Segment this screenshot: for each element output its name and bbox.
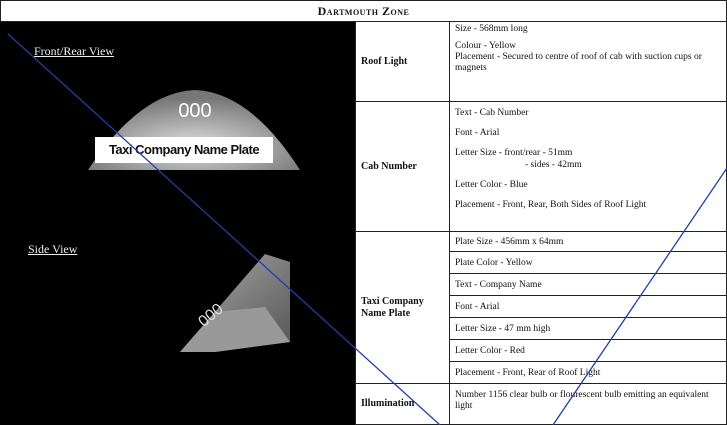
row-label: Cab Number <box>355 102 450 232</box>
row-label: Taxi Company Name Plate <box>355 232 450 384</box>
spec: - sides - 42mm <box>525 160 582 170</box>
spec: Letter Size - front/rear - 51mm <box>455 148 573 158</box>
view-label: Side View <box>28 242 78 256</box>
spec: Letter Color - Blue <box>455 180 528 190</box>
spec: Placement - Secured to centre of roof of… <box>455 52 702 73</box>
row-label: Illumination <box>355 384 450 425</box>
spec: Number 1156 clear bulb or flourescent bu… <box>455 390 709 411</box>
spec: Font - Arial <box>450 296 727 318</box>
illustrations <box>88 90 300 352</box>
spec: Size - 568mm long <box>455 24 528 34</box>
spec: Text - Company Name <box>450 274 727 296</box>
row-cell: Number 1156 clear bulb or flourescent bu… <box>450 384 727 425</box>
illustration-panel: Front/Rear View 000 Taxi Company Name Pl… <box>0 22 355 425</box>
spec: Colour - Yellow <box>455 41 516 51</box>
spec: Placement - Front, Rear of Roof Light <box>450 362 727 384</box>
spec: Letter Size - 47 mm high <box>450 318 727 340</box>
cab-number: 000 <box>178 100 212 122</box>
spec: Text - Cab Number <box>455 108 529 118</box>
spec: Font - Arial <box>455 128 500 138</box>
spec: Plate Color - Yellow <box>450 252 727 274</box>
spec: Placement - Front, Rear, Both Sides of R… <box>455 200 647 210</box>
spec: Plate Size - 456mm x 64mm <box>450 232 727 252</box>
spec: Letter Color - Red <box>450 340 727 362</box>
plate-text: Taxi Company Name Plate <box>108 142 260 157</box>
header-title: Dartmouth Zone <box>0 0 727 22</box>
row-cell: Size - 568mm long Colour - Yellow Placem… <box>450 22 727 102</box>
row-label: Roof Light <box>355 22 450 102</box>
row-cell: Text - Cab Number Font - Arial Letter Si… <box>450 102 727 232</box>
